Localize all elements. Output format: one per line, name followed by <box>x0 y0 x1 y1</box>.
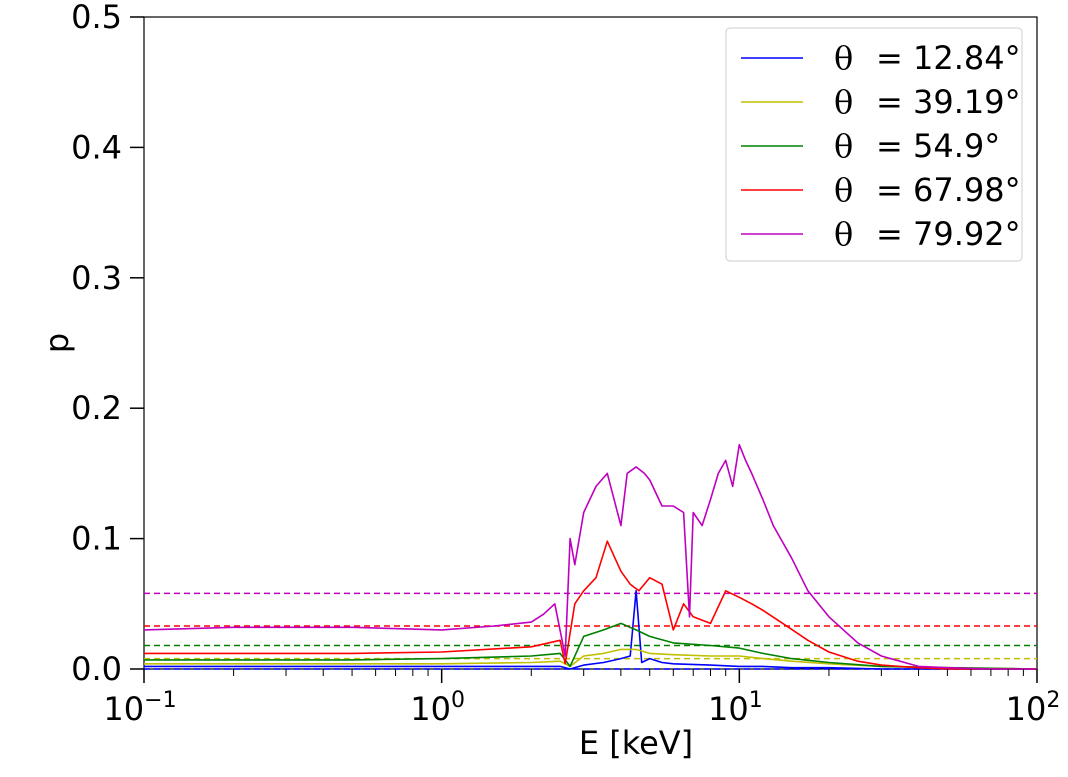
legend-box <box>725 27 1023 262</box>
y-tick-label: 0.3 <box>71 259 122 297</box>
legend-label: = 12.84° <box>876 39 1021 77</box>
series-lines <box>143 443 1038 670</box>
x-tick-exponent: −1 <box>144 688 176 713</box>
x-tick-exponent: 1 <box>749 688 763 713</box>
x-tick-base: 10 <box>410 690 451 728</box>
series-line <box>144 540 1037 670</box>
x-tick-label: 101 <box>708 688 763 728</box>
x-tick-exponent: 2 <box>1046 688 1060 713</box>
y-axis-label: p <box>38 333 76 353</box>
x-axis: 10−1 100 101 102 <box>103 669 1060 728</box>
y-tick-label: 0.1 <box>71 520 122 558</box>
x-tick-exponent: 0 <box>451 688 465 713</box>
x-tick-base: 10 <box>1006 690 1047 728</box>
series-line <box>143 443 1037 670</box>
x-axis-label: E [keV] <box>579 724 693 762</box>
y-tick-label: 0.0 <box>71 650 122 688</box>
legend-label: = 67.98° <box>876 171 1021 209</box>
x-tick-label: 102 <box>1006 688 1061 728</box>
series-line <box>144 648 1038 670</box>
legend-theta: θ <box>834 215 853 253</box>
legend-label: = 39.19° <box>876 83 1021 121</box>
y-tick-label: 0.5 <box>71 0 122 36</box>
legend-label: = 54.9° <box>876 127 1000 165</box>
legend-theta: θ <box>834 83 853 121</box>
y-tick-label: 0.2 <box>71 389 122 427</box>
legend-theta: θ <box>834 39 853 77</box>
y-axis: 0.0 0.1 0.2 0.3 0.4 0.5 <box>71 0 144 688</box>
legend-theta: θ <box>834 171 853 209</box>
legend-theta: θ <box>834 127 853 165</box>
legend: θ = 12.84° θ = 39.19° θ = 54.9° θ = 67.98° θ = 79… <box>725 27 1023 262</box>
series-line <box>144 589 1037 670</box>
x-tick-base: 10 <box>103 690 144 728</box>
x-tick-base: 10 <box>708 690 749 728</box>
legend-label: = 79.92° <box>876 215 1021 253</box>
x-tick-label: 10−1 <box>103 688 176 728</box>
x-tick-label: 100 <box>410 688 465 728</box>
series-line <box>144 622 1038 670</box>
y-tick-label: 0.4 <box>71 128 122 166</box>
